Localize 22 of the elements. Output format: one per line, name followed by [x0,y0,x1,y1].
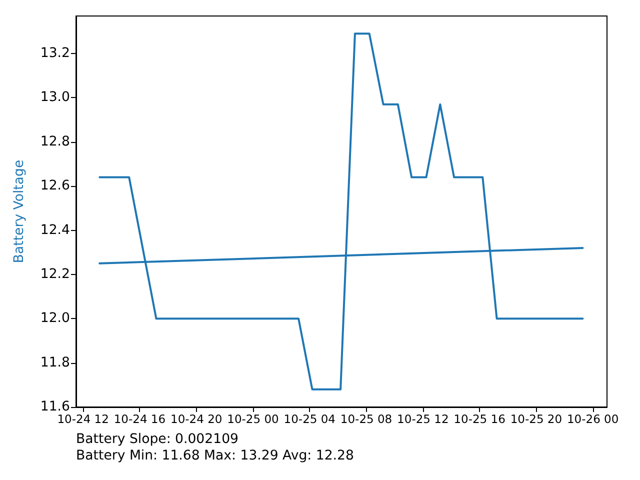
y-tick-label: 12.0 [40,311,70,326]
x-tick-label: 10-25 20 [510,412,562,426]
x-tick-label: 10-26 00 [566,412,619,426]
x-tick-label: 10-25 12 [397,412,449,426]
y-tick-label: 13.2 [40,46,70,62]
y-axis-title: Battery Voltage [12,160,27,264]
x-tick-label: 10-24 12 [57,412,109,426]
y-tick-label: 13.0 [40,90,70,106]
x-tick-label: 10-25 08 [340,412,392,426]
x-tick-label: 10-25 16 [454,412,506,426]
text: Battery Slope: 0.002109 [76,432,238,447]
y-tick-label: 11.6 [40,400,70,414]
x-tick-label: 10-25 00 [227,412,279,426]
y-tick-label: 12.6 [40,178,70,194]
x-tick-label: 10-25 04 [284,412,336,426]
text: Battery Min: 11.68 Max: 13.29 Avg: 12.28 [76,448,354,464]
y-tick-label: 12.8 [40,134,70,150]
x-tick-label: 10-24 20 [170,412,222,426]
y-tick-label: 12.4 [40,222,70,238]
y-tick-label: 12.2 [40,266,70,282]
y-tick-label: 11.8 [40,355,70,370]
x-tick-label: 10-24 16 [114,412,166,426]
